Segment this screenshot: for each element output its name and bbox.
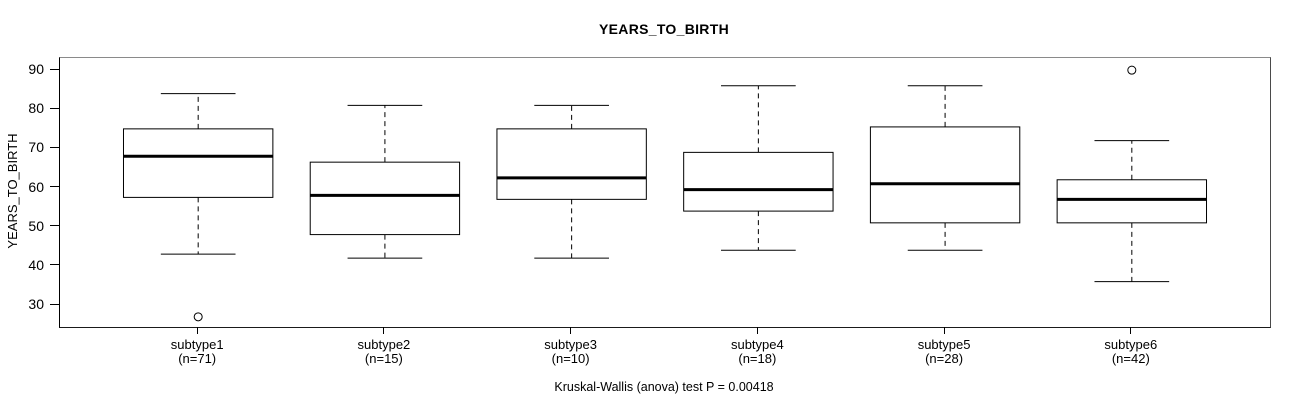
iqr-box	[1056, 179, 1208, 224]
boxplot-subtype5	[869, 85, 1021, 251]
x-category-name: subtype2	[357, 337, 411, 352]
outlier-point	[193, 312, 203, 322]
x-category-count: (n=42)	[1111, 351, 1150, 366]
plot-area	[59, 57, 1271, 328]
x-category-count: (n=71)	[178, 351, 217, 366]
x-tick-mark	[383, 327, 385, 334]
y-tick-label: 60	[28, 178, 44, 195]
y-tick-mark	[50, 303, 59, 305]
outlier-point	[1127, 65, 1137, 75]
boxplot-subtype1	[122, 93, 274, 322]
iqr-box	[683, 151, 834, 212]
y-tick-label: 90	[28, 61, 44, 78]
y-tick-label: 50	[28, 217, 44, 234]
y-tick-mark	[50, 225, 59, 227]
iqr-box	[122, 128, 274, 198]
stat-test-caption: Kruskal-Wallis (anova) test P = 0.00418	[554, 380, 774, 394]
x-category-name: subtype1	[170, 337, 224, 352]
x-category-label: subtype3 (n=10)	[491, 338, 651, 366]
x-category-label: subtype1 (n=71)	[117, 338, 277, 366]
x-tick-mark	[756, 327, 758, 334]
x-category-name: subtype6	[1104, 337, 1158, 352]
x-category-label: subtype6 (n=42)	[1051, 338, 1211, 366]
iqr-box	[869, 126, 1021, 224]
x-category-count: (n=28)	[925, 351, 964, 366]
chart-title: YEARS_TO_BIRTH	[599, 21, 729, 37]
y-tick-mark	[50, 264, 59, 266]
y-tick-label: 70	[28, 139, 44, 156]
x-category-count: (n=10)	[551, 351, 590, 366]
x-tick-mark	[943, 327, 945, 334]
boxplot-subtype3	[496, 104, 647, 259]
x-tick-mark	[570, 327, 572, 334]
y-tick-mark	[50, 68, 59, 70]
x-category-count: (n=15)	[364, 351, 403, 366]
x-category-count: (n=18)	[738, 351, 777, 366]
boxplot-subtype2	[309, 104, 461, 259]
iqr-box	[496, 128, 647, 200]
x-category-name: subtype4	[730, 337, 784, 352]
y-tick-mark	[50, 146, 59, 148]
x-category-label: subtype4 (n=18)	[677, 338, 837, 366]
boxplot-canvas	[122, 65, 1208, 322]
x-category-name: subtype5	[917, 337, 971, 352]
y-tick-mark	[50, 107, 59, 109]
x-category-label: subtype2 (n=15)	[304, 338, 464, 366]
y-tick-mark	[50, 186, 59, 188]
x-tick-mark	[1130, 327, 1132, 334]
boxplot-subtype6	[1056, 65, 1208, 283]
y-tick-label: 30	[28, 296, 44, 313]
x-category-name: subtype3	[544, 337, 597, 352]
iqr-box	[309, 161, 461, 236]
y-tick-label: 40	[28, 256, 44, 273]
y-tick-label: 80	[28, 100, 44, 117]
boxplot-subtype4	[683, 85, 834, 251]
x-category-label: subtype5 (n=28)	[864, 338, 1024, 366]
x-tick-mark	[196, 327, 198, 334]
